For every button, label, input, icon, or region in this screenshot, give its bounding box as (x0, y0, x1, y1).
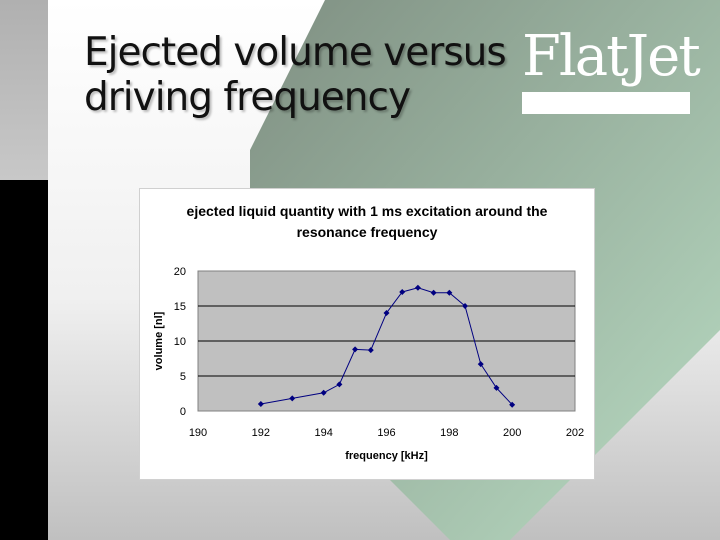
logo-text: FlatJet (522, 24, 701, 89)
data-point (399, 289, 406, 295)
logo-underline-bar (522, 92, 690, 114)
data-point (446, 289, 453, 296)
x-tick-label: 190 (189, 427, 207, 439)
chart-title: ejected liquid quantity with 1 ms excita… (186, 203, 548, 240)
x-tick-label: 194 (314, 427, 332, 439)
x-tick-label: 196 (377, 427, 395, 439)
y-tick-label: 5 (180, 371, 186, 383)
y-tick-label: 0 (180, 406, 186, 418)
slide-title: Ejected volume versus driving frequency (84, 30, 507, 120)
data-point (336, 381, 343, 388)
data-point (430, 289, 437, 296)
chart-container: ejected liquid quantity with 1 ms excita… (139, 188, 595, 480)
x-tick-label: 202 (566, 427, 584, 439)
x-axis-label: frequency [kHz] (345, 450, 428, 462)
data-point (257, 401, 264, 407)
x-tick-label: 192 (252, 427, 270, 439)
data-point (320, 389, 327, 396)
data-point (289, 395, 296, 402)
x-tick-label: 198 (440, 427, 458, 439)
y-axis-label: volume [nl] (153, 311, 165, 370)
data-point (477, 361, 484, 368)
y-tick-label: 20 (174, 266, 186, 278)
title-line-2: driving frequency (84, 75, 411, 120)
data-point (509, 401, 516, 408)
title-line-1: Ejected volume versus (84, 30, 507, 75)
flatjet-logo: FlatJet (522, 22, 701, 114)
data-point (414, 284, 421, 291)
data-point (462, 303, 469, 309)
left-grey-strip (0, 0, 48, 180)
chart-svg: 0 5 10 15 20 190 192 194 196 198 200 202 frequency [… (153, 266, 584, 462)
data-point (367, 347, 374, 354)
x-tick-label: 200 (503, 427, 521, 439)
data-point (352, 346, 359, 353)
left-black-strip (0, 180, 48, 540)
y-tick-label: 15 (174, 301, 186, 313)
y-tick-label: 10 (174, 336, 186, 348)
data-point (383, 310, 390, 316)
data-point (493, 384, 500, 391)
